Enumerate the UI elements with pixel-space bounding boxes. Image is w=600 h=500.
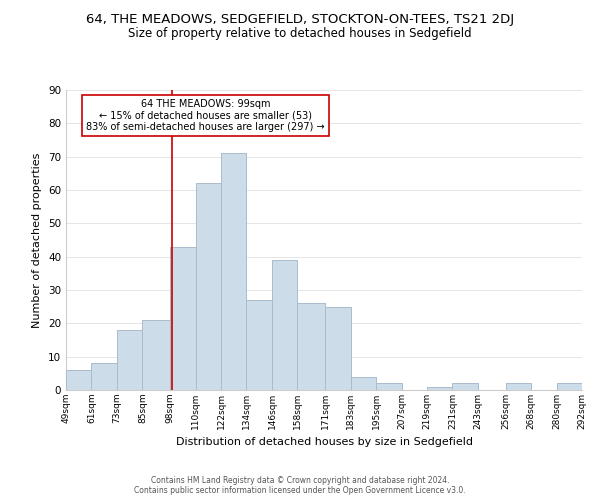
Text: Contains HM Land Registry data © Crown copyright and database right 2024.: Contains HM Land Registry data © Crown c… <box>151 476 449 485</box>
Bar <box>427 386 452 390</box>
Bar <box>557 384 582 390</box>
Bar <box>221 154 247 390</box>
Bar <box>196 184 221 390</box>
Bar <box>350 376 376 390</box>
Bar <box>66 370 91 390</box>
Text: Contains public sector information licensed under the Open Government Licence v3: Contains public sector information licen… <box>134 486 466 495</box>
Bar <box>325 306 350 390</box>
Bar <box>376 384 401 390</box>
Bar <box>506 384 531 390</box>
X-axis label: Distribution of detached houses by size in Sedgefield: Distribution of detached houses by size … <box>176 438 473 448</box>
Y-axis label: Number of detached properties: Number of detached properties <box>32 152 43 328</box>
Bar <box>91 364 117 390</box>
Text: 64 THE MEADOWS: 99sqm
← 15% of detached houses are smaller (53)
83% of semi-deta: 64 THE MEADOWS: 99sqm ← 15% of detached … <box>86 99 325 132</box>
Text: 64, THE MEADOWS, SEDGEFIELD, STOCKTON-ON-TEES, TS21 2DJ: 64, THE MEADOWS, SEDGEFIELD, STOCKTON-ON… <box>86 12 514 26</box>
Bar <box>247 300 272 390</box>
Bar <box>170 246 196 390</box>
Bar <box>298 304 325 390</box>
Bar <box>272 260 298 390</box>
Bar <box>452 384 478 390</box>
Bar <box>117 330 142 390</box>
Bar <box>142 320 170 390</box>
Text: Size of property relative to detached houses in Sedgefield: Size of property relative to detached ho… <box>128 28 472 40</box>
